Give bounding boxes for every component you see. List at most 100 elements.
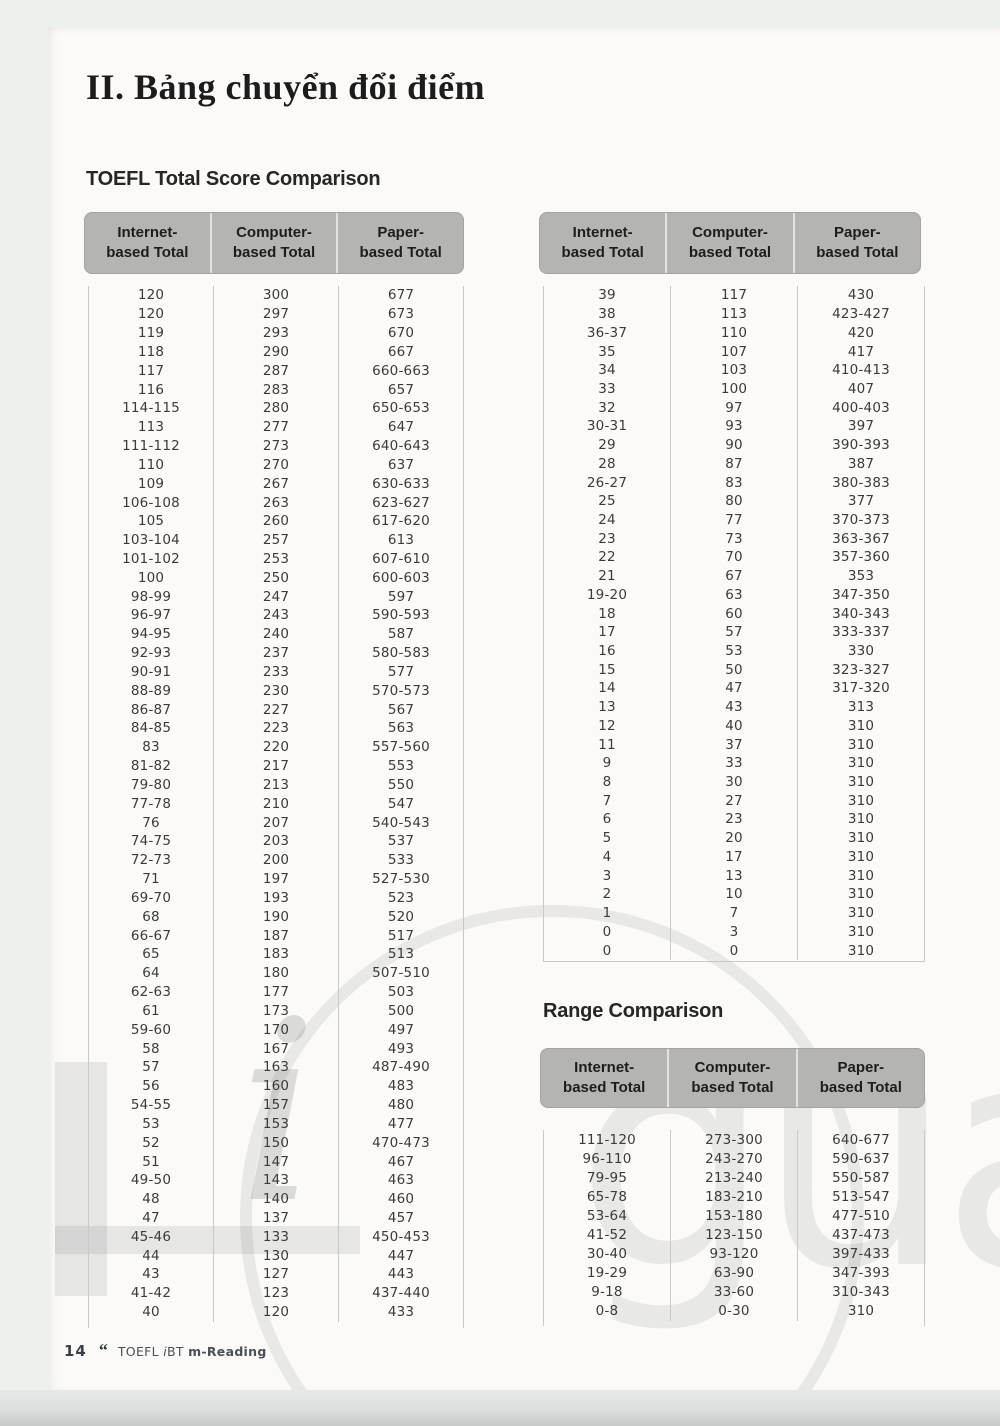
table-cell: 230	[214, 681, 339, 701]
table-cell: 347-350	[832, 586, 890, 603]
table-cell: 57	[89, 1057, 214, 1077]
table-cell: 333-337	[832, 624, 890, 641]
table-cell: 11	[544, 735, 671, 754]
table-cell: 40	[671, 716, 798, 736]
score-table-left-body: 120 300 677 120 297 673 119 293 670 118 290 667 117 2…	[88, 286, 464, 1328]
table-cell: 137	[214, 1208, 339, 1228]
table-cell: 110	[671, 323, 798, 343]
table-cell: 270	[214, 455, 339, 475]
table-cell: 84-85	[89, 719, 214, 738]
table-cell: 41-42	[89, 1283, 214, 1303]
table-cell: 106-108	[89, 493, 214, 512]
table-cell: 437-473	[832, 1227, 890, 1244]
table-row: 29 90 390-393	[544, 435, 924, 455]
table-cell: 513	[387, 946, 415, 963]
table-cell: 630-633	[372, 475, 430, 492]
table-row: 109 267 630-633	[89, 474, 463, 494]
table-cell: 23	[671, 810, 798, 829]
table-cell: 563	[387, 720, 415, 737]
table-cell: 463	[387, 1172, 415, 1189]
table-cell: 24	[544, 510, 671, 530]
table-cell: 310	[847, 905, 875, 922]
table-cell: 62-63	[89, 982, 214, 1002]
table-cell: 4	[544, 847, 671, 867]
table-cell: 660-663	[372, 362, 430, 379]
table-cell: 8	[544, 772, 671, 792]
table-cell: 103	[671, 360, 798, 380]
column-header-line: based Total	[561, 244, 644, 261]
table-cell: 217	[214, 756, 339, 776]
table-cell: 497	[387, 1021, 415, 1038]
table-cell: 310	[847, 792, 875, 809]
table-cell: 213	[214, 775, 339, 795]
table-cell: 100	[671, 379, 798, 399]
table-cell: 87	[671, 454, 798, 474]
table-cell: 523	[387, 889, 415, 906]
table-cell: 597	[387, 588, 415, 605]
scan-bottom-edge	[0, 1390, 1000, 1426]
quote-icon: “	[98, 1340, 108, 1360]
table-cell: 17	[671, 847, 798, 867]
table-cell: 283	[214, 380, 339, 399]
table-cell: 70	[671, 548, 798, 567]
table-cell: 117	[671, 286, 798, 305]
column-header: Paper-based Total	[795, 1049, 924, 1107]
table-cell: 447	[387, 1247, 415, 1264]
table-cell: 487-490	[372, 1059, 430, 1076]
table-cell: 86-87	[89, 700, 214, 720]
table-cell: 52	[89, 1133, 214, 1153]
table-cell: 79-95	[544, 1168, 671, 1188]
table-row: 65 183 513	[89, 944, 463, 964]
column-header: Internet-based Total	[541, 1049, 667, 1107]
table-cell: 187	[214, 926, 339, 945]
table-cell: 6	[544, 810, 671, 829]
table-cell: 517	[387, 927, 415, 944]
table-cell: 297	[214, 304, 339, 324]
table-cell: 310	[847, 942, 875, 959]
table-cell: 417	[847, 343, 875, 360]
table-row: 45-46 133 450-453	[89, 1227, 463, 1247]
table-cell: 5	[544, 828, 671, 848]
table-cell: 47	[671, 679, 798, 698]
table-row: 12 40 310	[544, 716, 924, 736]
table-cell: 61	[89, 1001, 214, 1021]
table-cell: 92-93	[89, 643, 214, 663]
table-cell: 77-78	[89, 794, 214, 814]
table-row: 77-78 210 547	[89, 794, 463, 814]
table-cell: 317-320	[832, 680, 890, 697]
table-cell: 48	[89, 1189, 214, 1209]
table-cell: 38	[544, 304, 671, 324]
table-row: 7 27 310	[544, 791, 924, 811]
table-row: 74-75 203 537	[89, 832, 463, 851]
column-header: Computer-based Total	[209, 213, 337, 273]
table-cell: 310	[847, 755, 875, 772]
table-cell: 310	[847, 830, 875, 847]
table-cell: 580-583	[372, 645, 430, 662]
column-header-line: Internet-	[572, 223, 633, 241]
table-cell: 437-440	[372, 1285, 430, 1302]
table-row: 96-110 243-270 590-637	[544, 1149, 924, 1169]
table-cell: 9-18	[544, 1282, 671, 1302]
table-row: 8 30 310	[544, 772, 924, 792]
table-row: 9 33 310	[544, 753, 924, 773]
table-cell: 7	[544, 791, 671, 811]
table-cell: 640-643	[372, 438, 430, 455]
table-cell: 26-27	[544, 473, 671, 492]
table-row: 83 220 557-560	[89, 737, 463, 757]
table-row: 103-104 257 613	[89, 530, 463, 550]
table-row: 33 100 407	[544, 379, 924, 399]
table-row: 118 290 667	[89, 342, 463, 362]
column-header: Internet-based Total	[85, 213, 210, 273]
table-cell: 203	[214, 832, 339, 851]
table-cell: 147	[214, 1152, 339, 1171]
table-cell: 540-543	[372, 814, 430, 831]
table-cell: 220	[214, 737, 339, 757]
table-row: 86-87 227 567	[89, 700, 463, 720]
table-cell: 240	[214, 624, 339, 644]
table-cell: 97	[671, 398, 798, 418]
table-row: 100 250 600-603	[89, 568, 463, 588]
table-row: 2 10 310	[544, 885, 924, 904]
table-cell: 380-383	[832, 474, 890, 491]
table-cell: 570-573	[372, 682, 430, 699]
table-cell: 77	[671, 510, 798, 530]
